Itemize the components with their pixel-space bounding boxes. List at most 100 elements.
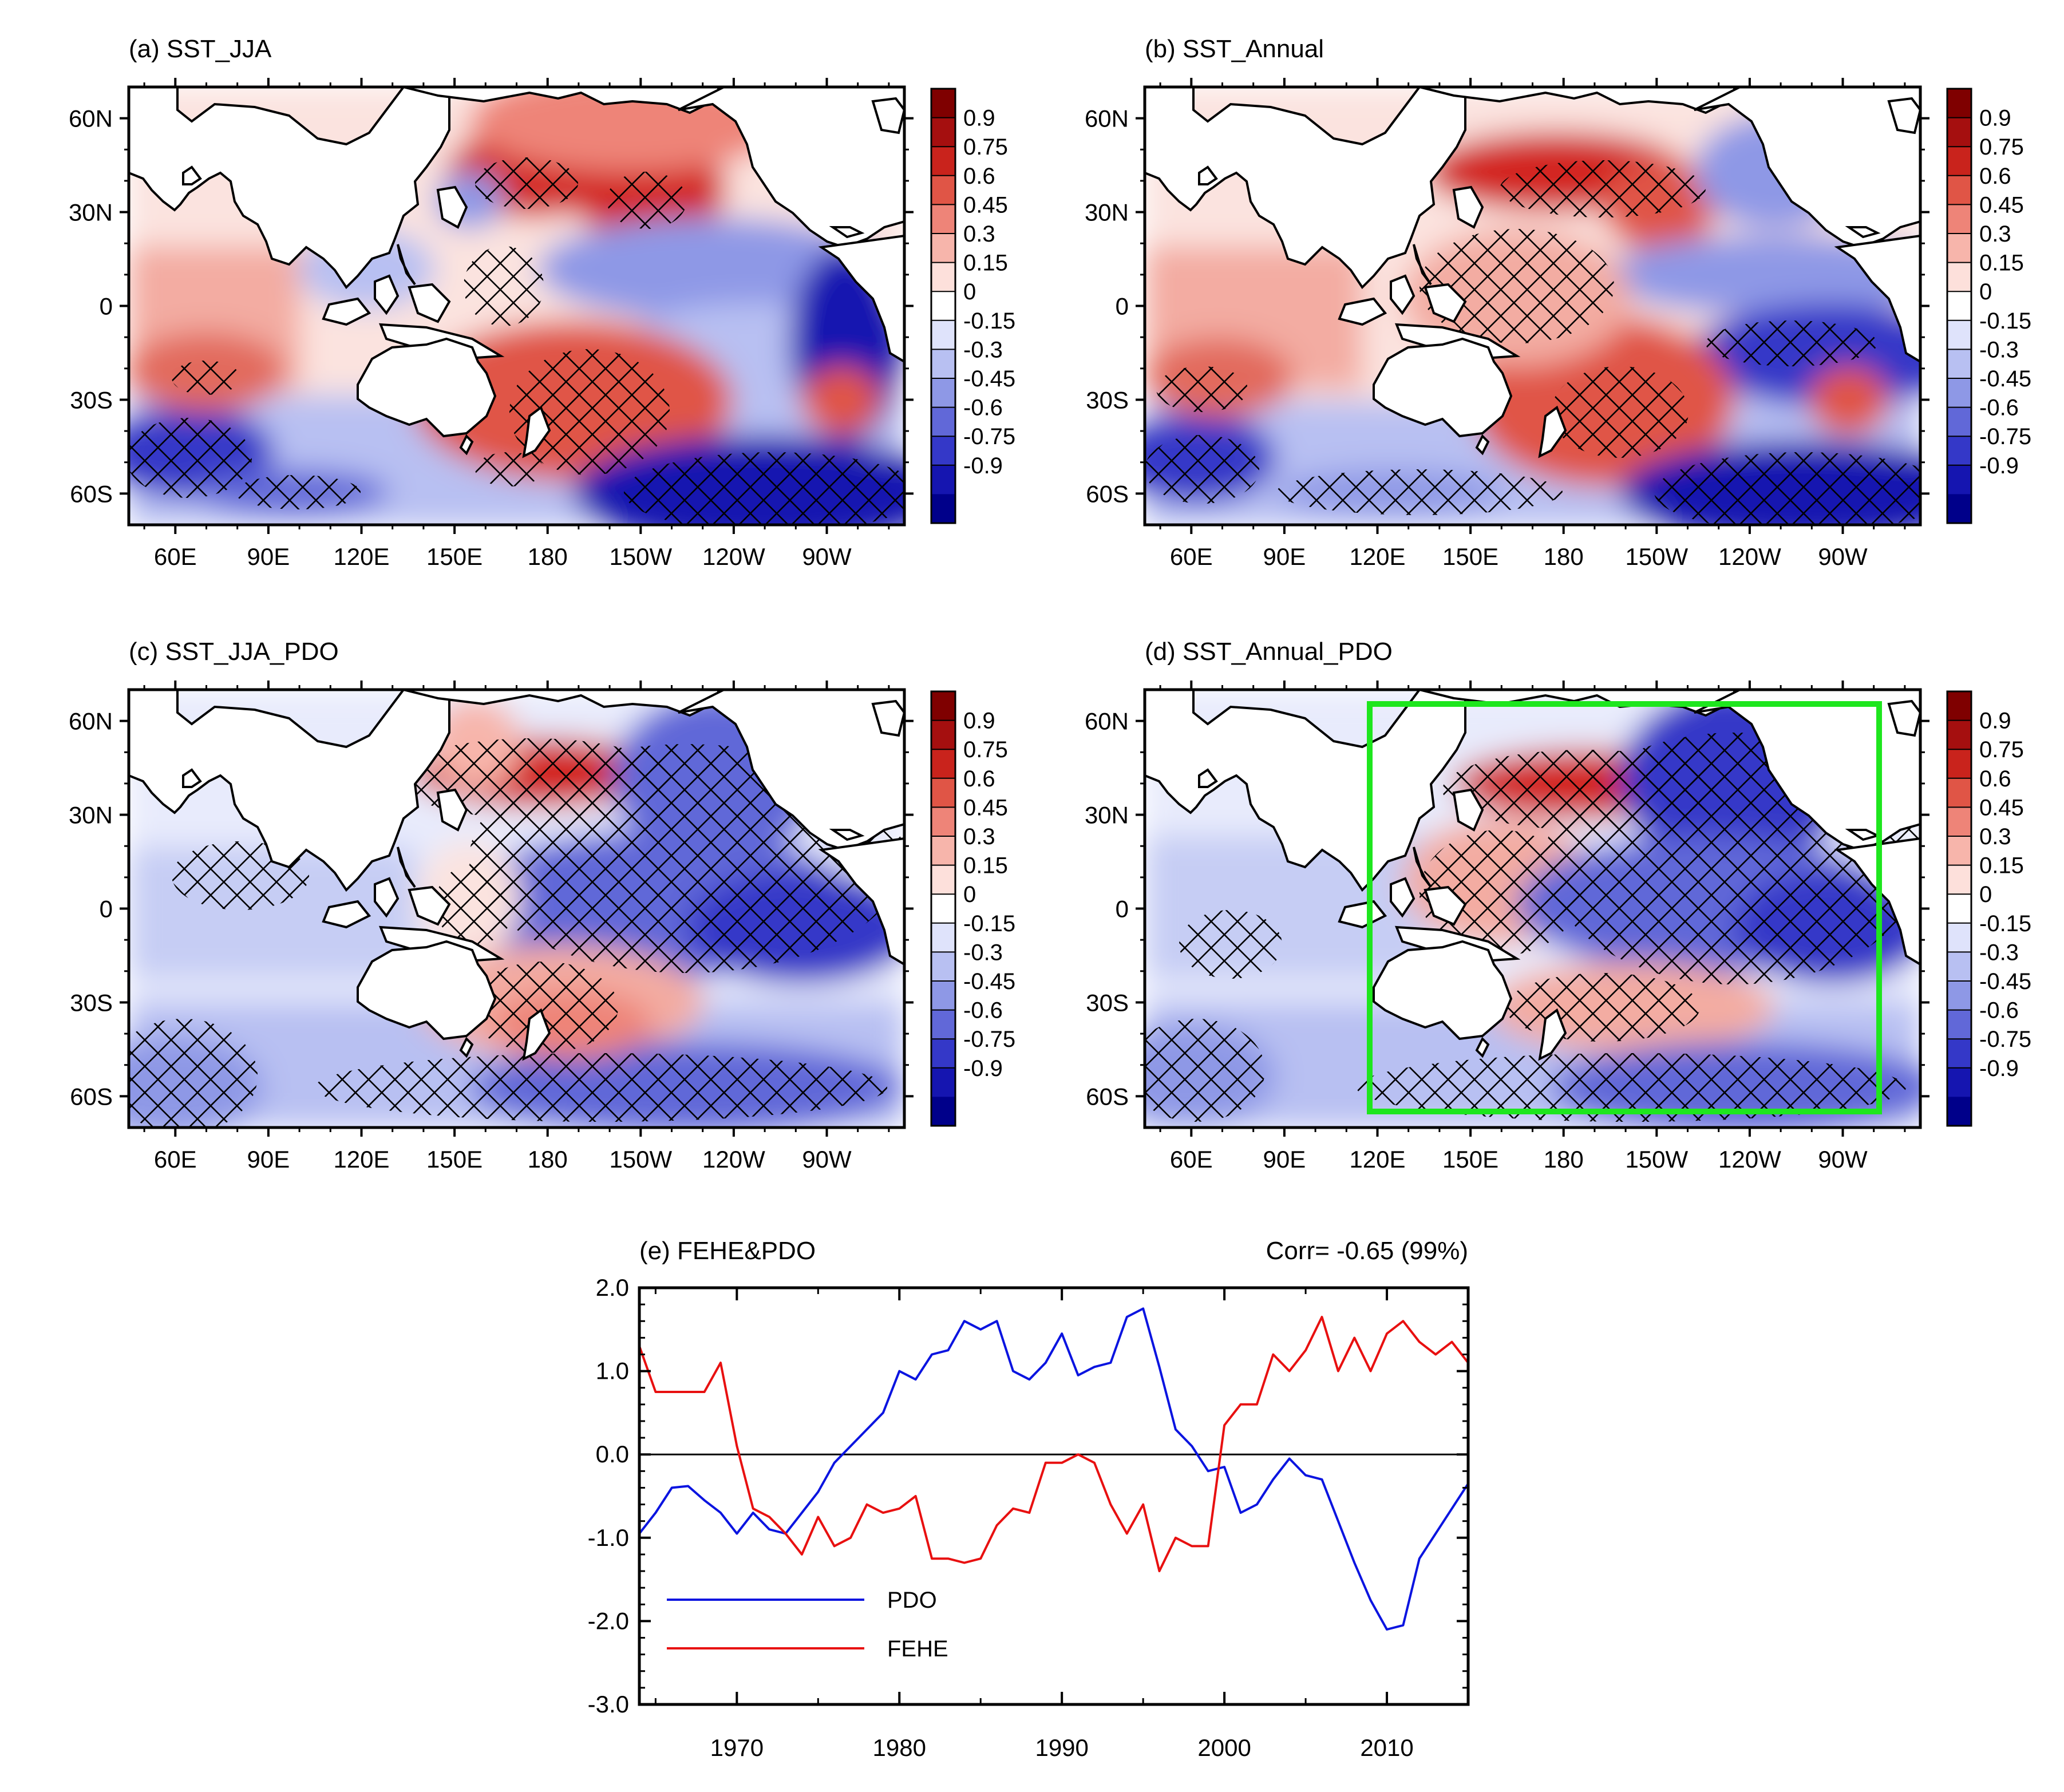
lon-tick-label: 90E	[247, 543, 290, 570]
colorbar-bin	[931, 320, 955, 350]
colorbar-label: 0.45	[963, 795, 1008, 820]
colorbar-bin	[931, 1039, 955, 1069]
colorbar-bin	[1947, 291, 1971, 321]
colorbar-bin	[1947, 836, 1971, 866]
colorbar-label: -0.3	[963, 337, 1003, 362]
lon-tick-label: 180	[528, 1146, 568, 1173]
colorbar-bin	[931, 89, 955, 118]
colorbar-label: -0.15	[1979, 911, 2031, 936]
colorbar-label: 0	[1979, 279, 1992, 304]
lon-tick-label: 150W	[609, 1146, 672, 1173]
colorbar-label: 0.15	[1979, 251, 2024, 276]
legend-label: FEHE	[887, 1636, 948, 1662]
map-axes: 60E 90E 120E 150E 180 150W 120W 90W 60N 30N 0 30S 60…	[69, 78, 914, 570]
y-tick-label: -3.0	[588, 1691, 629, 1718]
colorbar-bin	[1947, 865, 1971, 895]
colorbar-label: -0.15	[963, 308, 1015, 334]
colorbar-bin	[931, 952, 955, 982]
colorbar-bin	[1947, 436, 1971, 466]
colorbar-bin	[1947, 234, 1971, 263]
colorbar-label: -0.15	[1979, 308, 2031, 334]
colorbar-label: -0.9	[963, 1056, 1003, 1081]
colorbar-bin	[1947, 175, 1971, 205]
lon-tick-label: 150E	[1442, 1146, 1498, 1173]
lat-tick-label: 30N	[1085, 199, 1129, 226]
panel-e: (e) FEHE&PDO Corr= -0.65 (99%) 2.0 1.0 0.0…	[588, 1237, 1470, 1761]
colorbar-bin	[1947, 981, 1971, 1011]
lat-tick-label: 60S	[70, 1083, 113, 1110]
panel-title: (a) SST_JJA	[129, 35, 272, 63]
colorbar-label: -0.45	[1979, 366, 2031, 391]
lat-tick-label: 0	[1116, 293, 1129, 320]
colorbar-bin	[931, 262, 955, 292]
colorbar-bin	[931, 147, 955, 176]
lon-tick-label: 150E	[426, 1146, 483, 1173]
colorbar-bin	[931, 865, 955, 895]
legend-label: PDO	[887, 1588, 937, 1613]
colorbar-label: 0.9	[963, 709, 995, 734]
colorbar-label: 0.6	[963, 164, 995, 189]
colorbar-bin	[931, 778, 955, 808]
x-tick-label: 2000	[1197, 1734, 1251, 1761]
colorbar-bin	[931, 378, 955, 408]
lat-tick-label: 60S	[1086, 1083, 1129, 1110]
colorbar-label: -0.9	[963, 453, 1003, 478]
panel-c: (c) SST_JJA_PDO	[69, 638, 1015, 1173]
y-tick-label: -2.0	[588, 1607, 629, 1634]
series-line-fehe	[638, 1316, 1469, 1572]
colorbar-bin	[931, 894, 955, 924]
colorbar-bin	[1947, 894, 1971, 924]
colorbar-bin	[1947, 807, 1971, 837]
colorbar-bin	[931, 494, 955, 524]
colorbar-bin	[931, 204, 955, 234]
colorbar-label: 0.75	[1979, 135, 2024, 160]
colorbar-label: 0.3	[963, 824, 995, 849]
colorbar-bin	[931, 1010, 955, 1039]
lat-tick-label: 30N	[69, 802, 113, 829]
colorbar-bin	[1947, 117, 1971, 147]
lon-tick-label: 120E	[333, 543, 389, 570]
colorbar-label: 0.3	[1979, 824, 2011, 849]
lon-tick-label: 120E	[1349, 543, 1405, 570]
lat-tick-label: 30S	[70, 989, 113, 1016]
lon-tick-label: 90E	[247, 1146, 290, 1173]
colorbar-bin	[1947, 349, 1971, 379]
colorbar: 0.9 0.75 0.6 0.45 0.3 0.15 0 -0.15 -0.3 -0.45 -0.6…	[1946, 690, 2031, 1127]
lon-tick-label: 60E	[154, 543, 197, 570]
colorbar-label: -0.6	[963, 998, 1003, 1023]
colorbar-bin	[1947, 1067, 1971, 1097]
lon-tick-label: 120W	[702, 543, 765, 570]
lon-tick-label: 120W	[702, 1146, 765, 1173]
panel-title: (b) SST_Annual	[1145, 35, 1324, 63]
colorbar-label: 0.45	[1979, 192, 2024, 217]
colorbar-label: 0.15	[1979, 853, 2024, 879]
lon-tick-label: 120E	[1349, 1146, 1405, 1173]
colorbar-bin	[1947, 749, 1971, 779]
colorbar-label: 0.75	[963, 737, 1008, 762]
colorbar-bin	[931, 175, 955, 205]
colorbar-label: -0.45	[963, 366, 1015, 391]
colorbar-bin	[1947, 262, 1971, 292]
colorbar-label: 0	[1979, 882, 1992, 907]
colorbar-bin	[931, 720, 955, 750]
lon-tick-label: 150W	[1625, 1146, 1688, 1173]
colorbar-label: 0.75	[1979, 737, 2024, 762]
colorbar-label: 0.3	[1979, 221, 2011, 247]
lon-tick-label: 90W	[1818, 1146, 1868, 1173]
colorbar-label: -0.15	[963, 911, 1015, 936]
panel-title: (d) SST_Annual_PDO	[1145, 638, 1393, 666]
colorbar-label: -0.45	[1979, 969, 2031, 994]
colorbar-bin	[931, 836, 955, 866]
panel-title: (c) SST_JJA_PDO	[129, 638, 339, 666]
colorbar-label: 0.9	[1979, 106, 2011, 131]
lon-tick-label: 90W	[1818, 543, 1868, 570]
lon-tick-label: 90W	[802, 543, 852, 570]
colorbar-bin	[1947, 494, 1971, 524]
colorbar-bin	[1947, 320, 1971, 350]
panel-a: (a) SST_JJA	[69, 35, 1015, 570]
colorbar-frame	[930, 690, 956, 1127]
colorbar-bin	[1947, 407, 1971, 437]
colorbar-label: 0.45	[963, 192, 1008, 217]
colorbar-bin	[931, 117, 955, 147]
